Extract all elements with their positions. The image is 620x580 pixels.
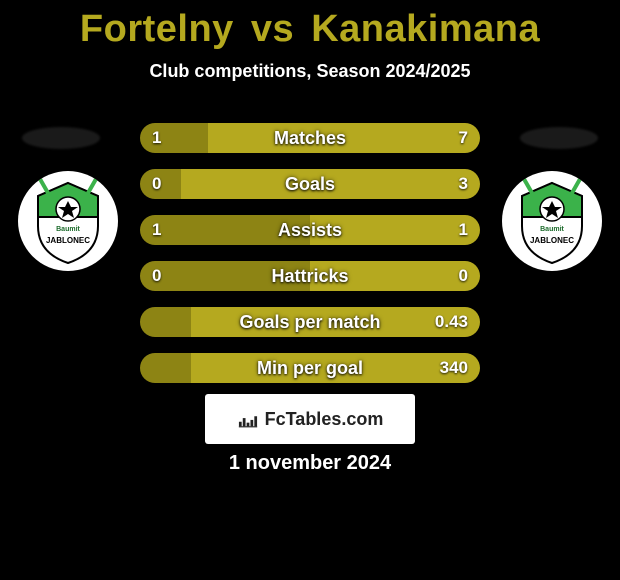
brand-text: FcTables.com [265,409,384,430]
subtitle: Club competitions, Season 2024/2025 [0,61,620,82]
title-player2: Kanakimana [311,8,540,50]
brand-badge: FcTables.com [205,394,415,444]
title-player1: Fortelny [80,8,234,50]
stat-bar-left-fill [140,261,310,291]
stat-bar-right-fill [208,123,480,153]
stat-row: Goals per match0.43 [140,307,480,337]
club-shadow-left [22,127,100,149]
stat-bar-track [140,261,480,291]
club-left-text-top: Baumit [56,226,80,233]
club-badge-left: Baumit JABLONEC [18,171,118,271]
club-crest-right-icon: Baumit JABLONEC [502,171,602,271]
stat-bar-track [140,169,480,199]
stat-bar-track [140,123,480,153]
club-left-text-bottom: JABLONEC [46,236,90,245]
title-vs: vs [251,8,294,50]
stat-row: Hattricks00 [140,261,480,291]
stat-row: Goals03 [140,169,480,199]
club-badge-right: Baumit JABLONEC [502,171,602,271]
date-text: 1 november 2024 [0,452,620,475]
stat-row: Matches17 [140,123,480,153]
stat-row: Assists11 [140,215,480,245]
stat-bar-left-fill [140,307,191,337]
stat-bar-right-fill [191,353,480,383]
stat-bar-right-fill [181,169,480,199]
stat-bar-left-fill [140,353,191,383]
club-right-text-bottom: JABLONEC [530,236,574,245]
club-right-text-top: Baumit [540,226,564,233]
stat-bar-right-fill [310,261,480,291]
bar-chart-icon [237,408,259,430]
stat-bar-track [140,353,480,383]
stat-bar-track [140,307,480,337]
stat-bar-left-fill [140,169,181,199]
club-shadow-right [520,127,598,149]
stat-row: Min per goal340 [140,353,480,383]
stat-bar-right-fill [310,215,480,245]
stat-bar-right-fill [191,307,480,337]
stat-bar-track [140,215,480,245]
page-title: Fortelny vs Kanakimana [0,0,620,51]
comparison-bars: Matches17 Goals03 Assists11 Hattricks00 Goal… [140,123,480,399]
stat-bar-left-fill [140,123,208,153]
club-crest-left-icon: Baumit JABLONEC [18,171,118,271]
stat-bar-left-fill [140,215,310,245]
root: Fortelny vs Kanakimana Club competitions… [0,0,620,580]
